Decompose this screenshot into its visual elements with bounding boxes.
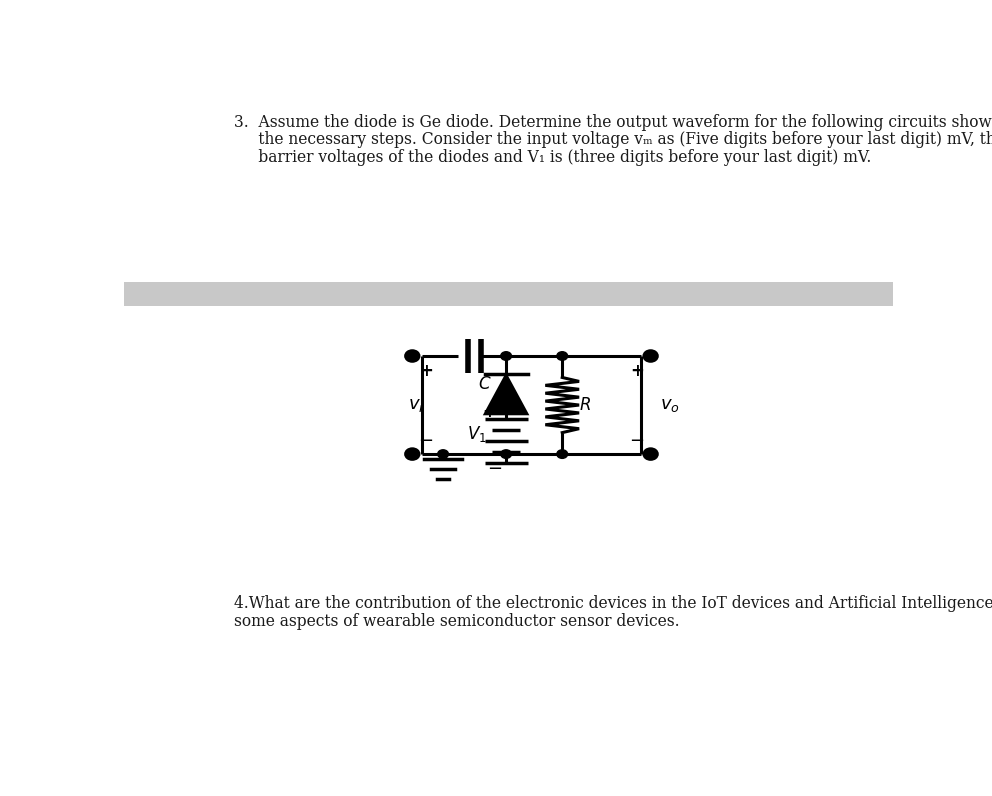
- Polygon shape: [484, 374, 528, 414]
- Text: $V_1$: $V_1$: [467, 424, 487, 444]
- Circle shape: [501, 352, 512, 361]
- Circle shape: [437, 450, 448, 458]
- Text: −: −: [487, 460, 502, 478]
- Text: −: −: [629, 431, 645, 450]
- Text: +: +: [420, 362, 434, 380]
- Circle shape: [406, 350, 420, 361]
- Text: $C$: $C$: [478, 375, 491, 392]
- Text: −: −: [419, 431, 434, 450]
- Circle shape: [644, 350, 658, 361]
- Text: +: +: [630, 362, 644, 380]
- Text: 4.What are the contribution of the electronic devices in the IoT devices and Art: 4.What are the contribution of the elect…: [234, 595, 992, 612]
- Text: $R$: $R$: [579, 396, 591, 414]
- Bar: [124, 282, 893, 306]
- Text: +: +: [482, 403, 496, 421]
- Circle shape: [557, 352, 567, 361]
- Circle shape: [406, 449, 420, 459]
- Text: $v_o$: $v_o$: [660, 396, 680, 414]
- Text: 3.  Assume the diode is Ge diode. Determine the output waveform for the followin: 3. Assume the diode is Ge diode. Determi…: [234, 114, 992, 131]
- Circle shape: [501, 450, 512, 458]
- Text: barrier voltages of the diodes and V₁ is (three digits before your last digit) m: barrier voltages of the diodes and V₁ is…: [234, 149, 871, 166]
- Circle shape: [644, 449, 658, 459]
- Text: some aspects of wearable semiconductor sensor devices.: some aspects of wearable semiconductor s…: [234, 613, 680, 630]
- Text: $v_i$: $v_i$: [408, 396, 425, 414]
- Text: the necessary steps. Consider the input voltage vₘ as (Five digits before your l: the necessary steps. Consider the input …: [234, 131, 992, 148]
- Circle shape: [557, 450, 567, 458]
